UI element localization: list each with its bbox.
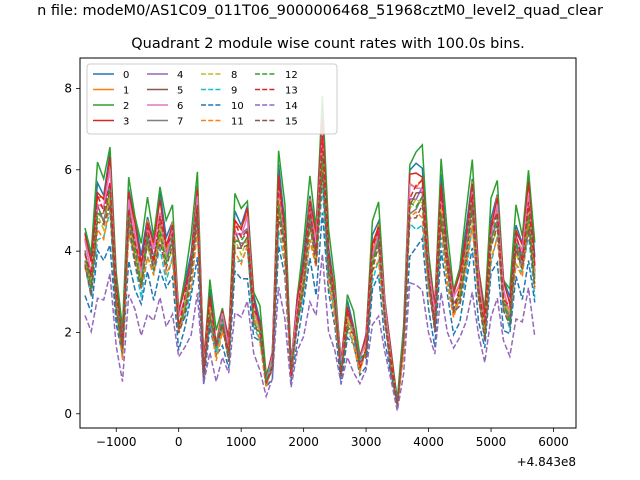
x-tick-label: 0 [175,435,183,449]
legend-label-4: 4 [177,70,183,81]
legend-label-12: 12 [285,70,298,81]
legend-label-9: 9 [231,86,237,97]
legend-label-0: 0 [123,70,129,81]
x-tick-label: 4000 [413,435,444,449]
series-line-9 [84,186,536,401]
legend-label-6: 6 [177,101,183,112]
legend-label-10: 10 [231,101,244,112]
series-line-12 [84,157,536,408]
chart-title: Quadrant 2 module wise count rates with … [131,36,525,52]
legend-label-2: 2 [123,101,129,112]
legend-label-3: 3 [123,117,129,128]
axes-frame [79,57,577,429]
series-line-2 [84,96,536,400]
x-tick-label: 2000 [288,435,319,449]
x-tick-label: 5000 [476,435,507,449]
legend-label-15: 15 [285,117,298,128]
legend-label-14: 14 [285,101,298,112]
y-tick-label: 8 [64,81,72,95]
series-line-5 [84,144,536,405]
legend-label-8: 8 [231,70,237,81]
x-axis: −1000 0 1000 2000 3000 4000 5000 6000 [96,428,569,449]
series-layer [84,96,536,412]
series-line-15 [84,173,536,405]
y-tick-label: 0 [64,407,72,421]
x-tick-label: −1000 [96,435,137,449]
x-tick-label: 3000 [351,435,382,449]
y-axis: 0 2 4 6 8 [64,81,80,421]
series-line-8 [84,151,536,407]
legend-box [86,63,338,135]
series-line-14 [84,253,536,412]
x-tick-label: 1000 [226,435,257,449]
legend-label-1: 1 [123,86,129,97]
legend-label-13: 13 [285,86,298,97]
figure-suptitle: n file: modeM0/AS1C09_011T06_9000006468_… [37,3,603,19]
series-line-3 [84,117,536,405]
legend-label-5: 5 [177,86,183,97]
y-tick-label: 4 [64,244,72,258]
y-tick-label: 2 [64,325,72,339]
series-line-13 [84,136,536,405]
y-tick-label: 6 [64,163,72,177]
legend-label-7: 7 [177,117,183,128]
series-line-10 [84,212,536,403]
legend-label-11: 11 [231,117,244,128]
x-offset-text: +4.843e8 [517,455,576,469]
x-tick-label: 6000 [538,435,569,449]
